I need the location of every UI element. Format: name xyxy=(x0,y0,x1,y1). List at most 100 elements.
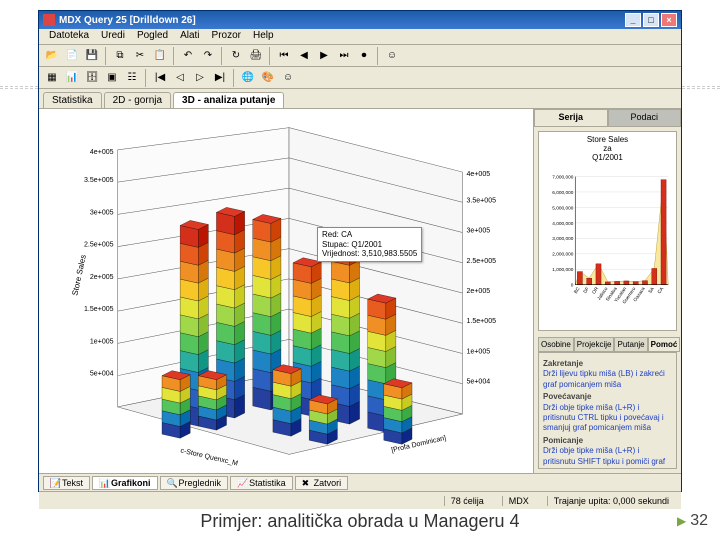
svg-text:1.5e+005: 1.5e+005 xyxy=(466,318,496,325)
bottom-tab-grafikoni[interactable]: 📊Grafikoni xyxy=(92,476,158,490)
svg-text:3,000,000: 3,000,000 xyxy=(552,237,573,243)
smile-icon[interactable]: ☺ xyxy=(383,47,401,65)
mini-bar-chart: 7,000,0006,000,0005,000,0004,000,0003,00… xyxy=(543,162,672,322)
svg-text:1e+005: 1e+005 xyxy=(90,338,114,345)
bottom-tab-zatvori[interactable]: ✖Zatvori xyxy=(295,476,349,490)
layer-icon[interactable]: ☷ xyxy=(123,69,141,87)
svg-text:2,000,000: 2,000,000 xyxy=(552,252,573,258)
bottom-tab-statistika[interactable]: 📈Statistika xyxy=(230,476,293,490)
svg-text:OR: OR xyxy=(591,286,600,296)
go-last2-icon[interactable]: ▶| xyxy=(211,69,229,87)
menu-uredi[interactable]: Uredi xyxy=(95,29,131,44)
go-last-icon[interactable]: ⏭ xyxy=(335,47,353,65)
bottom-tab-tekst[interactable]: 📝Tekst xyxy=(43,476,90,490)
paste-icon[interactable]: 📋 xyxy=(151,47,169,65)
help-tab-putanje[interactable]: Putanje xyxy=(614,337,647,352)
svg-text:6,000,000: 6,000,000 xyxy=(552,190,573,196)
undo-icon[interactable]: ↶ xyxy=(179,47,197,65)
next2-icon[interactable]: ▷ xyxy=(191,69,209,87)
copy-icon[interactable]: ⧉ xyxy=(111,47,129,65)
go-prev-icon[interactable]: ◀ xyxy=(295,47,313,65)
yaxis-right: 5e+0041e+005 1.5e+0052e+005 2.5e+0053e+0… xyxy=(466,171,496,386)
minimize-button[interactable]: _ xyxy=(625,13,641,27)
svg-text:0: 0 xyxy=(571,283,574,289)
tooltip-row: Red: CA xyxy=(322,230,417,240)
color-icon[interactable]: 🎨 xyxy=(259,69,277,87)
side-panel: Serija Podaci Store SaleszaQ1/2001 7,000… xyxy=(533,109,681,473)
side-tabs: Serija Podaci xyxy=(534,109,681,127)
side-chart-title: Store SaleszaQ1/2001 xyxy=(543,136,672,162)
chart-icon[interactable]: 📊 xyxy=(63,69,81,87)
menu-prozor[interactable]: Prozor xyxy=(206,29,247,44)
svg-text:2e+005: 2e+005 xyxy=(466,288,490,295)
go-first-icon[interactable]: ⏮ xyxy=(275,47,293,65)
svg-text:4e+005: 4e+005 xyxy=(466,171,490,178)
toolbar-2: ▦ 📊 🗄 ▣ ☷ |◀ ◁ ▷ ▶| 🌐 🎨 ☺ xyxy=(39,67,681,89)
xlabel-left: c-Store Quenxc_M xyxy=(180,447,239,467)
go-first2-icon[interactable]: |◀ xyxy=(151,69,169,87)
help-tabs: Osobine Projekcije Putanje Pomoć xyxy=(538,337,677,352)
svg-text:5e+004: 5e+004 xyxy=(90,371,114,378)
menubar: Datoteka Uredi Pogled Alati Prozor Help xyxy=(39,29,681,45)
maximize-button[interactable]: □ xyxy=(643,13,659,27)
ylabel: Store Sales xyxy=(70,254,87,297)
svg-text:CA: CA xyxy=(657,286,666,296)
help-tab-projekcije[interactable]: Projekcije xyxy=(574,337,615,352)
svg-text:4e+005: 4e+005 xyxy=(90,149,114,156)
chart-3d-area[interactable]: 5e+0041e+005 1.5e+0052e+005 2.5e+0053e+0… xyxy=(39,109,533,473)
open-icon[interactable]: 📂 xyxy=(43,47,61,65)
svg-text:1,000,000: 1,000,000 xyxy=(552,268,573,274)
bottom-tabs: 📝Tekst 📊Grafikoni 🔍Preglednik 📈Statistik… xyxy=(39,473,681,491)
svg-text:1e+005: 1e+005 xyxy=(466,349,490,356)
save-icon[interactable]: 💾 xyxy=(83,47,101,65)
menu-alati[interactable]: Alati xyxy=(174,29,205,44)
tab-3d[interactable]: 3D - analiza putanje xyxy=(173,92,284,108)
titlebar: MDX Query 25 [Drilldown 26] _ □ × xyxy=(39,11,681,29)
tab-statistika[interactable]: Statistika xyxy=(43,92,102,108)
status-mode: MDX xyxy=(502,496,535,506)
app-icon xyxy=(43,14,55,26)
svg-text:5,000,000: 5,000,000 xyxy=(552,206,573,212)
svg-text:BC: BC xyxy=(573,286,582,295)
cut-icon[interactable]: ✂ xyxy=(131,47,149,65)
window-title: MDX Query 25 [Drilldown 26] xyxy=(59,15,196,26)
redo-icon[interactable]: ↷ xyxy=(199,47,217,65)
svg-text:SA: SA xyxy=(647,286,656,295)
tab-2d[interactable]: 2D - gornja xyxy=(104,92,171,108)
svg-text:2.5e+005: 2.5e+005 xyxy=(466,258,496,265)
refresh-icon[interactable]: ↻ xyxy=(227,47,245,65)
svg-text:DF: DF xyxy=(582,286,591,295)
help-tab-pomoc[interactable]: Pomoć xyxy=(648,337,681,352)
record-icon[interactable]: ⏺ xyxy=(355,47,373,65)
side-chart[interactable]: Store SaleszaQ1/2001 7,000,000 6,000,000 5… xyxy=(538,131,677,331)
go-next-icon[interactable]: ▶ xyxy=(315,47,333,65)
new-icon[interactable]: 📄 xyxy=(63,47,81,65)
help-icon[interactable]: ☺ xyxy=(279,69,297,87)
help-heading-3: Pomicanje xyxy=(543,436,672,446)
db-icon[interactable]: 🗄 xyxy=(83,69,101,87)
svg-text:2.5e+005: 2.5e+005 xyxy=(84,242,114,249)
status-time: Trajanje upita: 0,000 sekundi xyxy=(547,496,675,506)
menu-pogled[interactable]: Pogled xyxy=(131,29,174,44)
cube-icon[interactable]: ▣ xyxy=(103,69,121,87)
grid-icon[interactable]: ▦ xyxy=(43,69,61,87)
close-button[interactable]: × xyxy=(661,13,677,27)
menu-help[interactable]: Help xyxy=(247,29,280,44)
app-window: MDX Query 25 [Drilldown 26] _ □ × Datote… xyxy=(38,10,682,492)
menu-datoteka[interactable]: Datoteka xyxy=(43,29,95,44)
bottom-tab-preglednik[interactable]: 🔍Preglednik xyxy=(160,476,229,490)
svg-text:7,000,000: 7,000,000 xyxy=(552,175,573,181)
help-text-2: Drži obje tipke miša (L+R) i pritisnutu … xyxy=(543,403,672,434)
svg-text:1.5e+005: 1.5e+005 xyxy=(84,306,114,313)
prev2-icon[interactable]: ◁ xyxy=(171,69,189,87)
slide-pagenum: 32 xyxy=(677,512,708,530)
tooltip-val: Vrijednost: 3,510,983.5505 xyxy=(322,249,417,259)
help-panel: Zakretanje Drži lijevu tipku miša (LB) i… xyxy=(538,352,677,469)
globe-icon[interactable]: 🌐 xyxy=(239,69,257,87)
side-tab-serija[interactable]: Serija xyxy=(534,109,608,127)
help-tab-osobine[interactable]: Osobine xyxy=(538,337,574,352)
side-tab-podaci[interactable]: Podaci xyxy=(608,109,682,127)
help-heading-2: Povećavanje xyxy=(543,392,672,402)
print-icon[interactable]: 🖨 xyxy=(247,47,265,65)
svg-text:3.5e+005: 3.5e+005 xyxy=(84,177,114,184)
